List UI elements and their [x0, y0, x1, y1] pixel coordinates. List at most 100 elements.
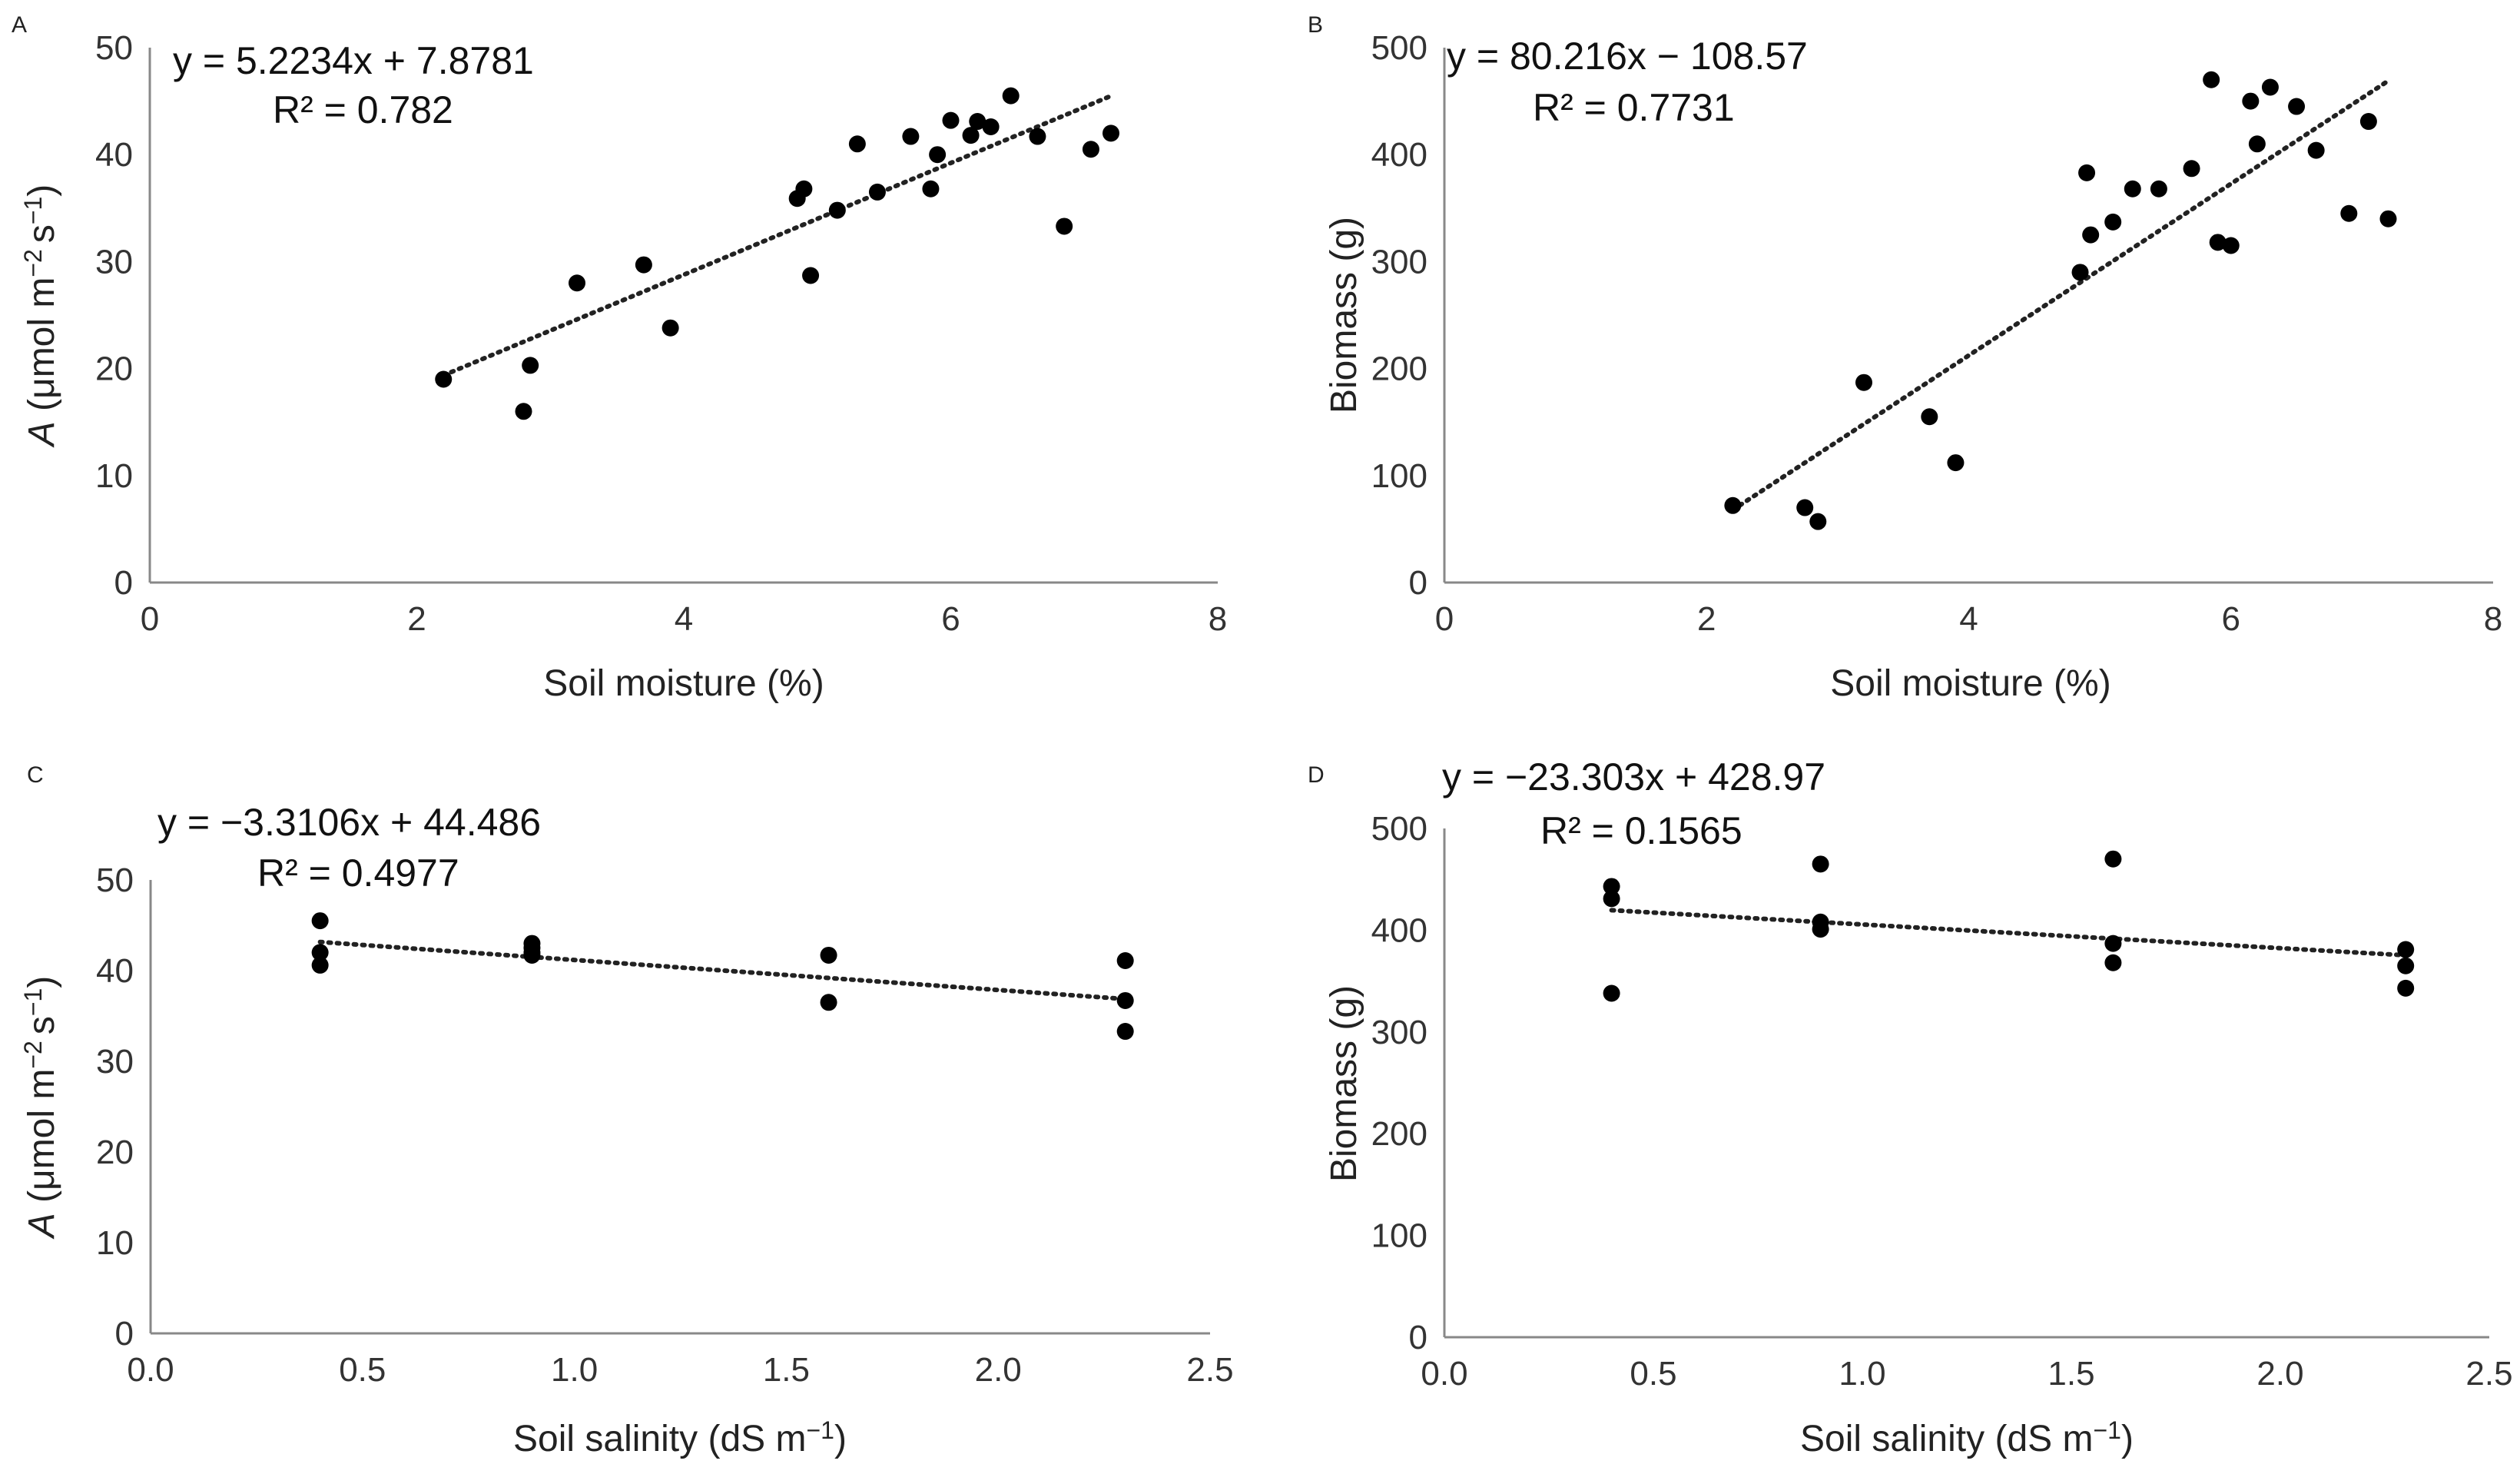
trendline — [317, 939, 1128, 1001]
x-tick-label: 2.0 — [975, 1351, 1022, 1389]
y-tick-label: 100 — [1371, 1217, 1427, 1255]
trend-equation: y = −23.303x + 428.97 — [1442, 755, 1825, 798]
data-point — [2307, 141, 2325, 159]
x-axis-title: Soil salinity (dS m−1) — [513, 1416, 847, 1459]
panel-letter: C — [27, 762, 44, 788]
x-tick-label: 1.5 — [2048, 1355, 2094, 1393]
data-point — [2340, 204, 2358, 222]
x-tick-label: 0 — [1435, 600, 1454, 638]
data-point — [1082, 141, 1099, 158]
data-point — [922, 180, 940, 198]
chart-d: D 0 100 200 300 400 500 0.0 0.5 1.0 1.5 2.0 2.5 y =… — [1308, 755, 2513, 1459]
x-tick-label: 1.5 — [763, 1351, 810, 1389]
x-tick-label: 0.0 — [127, 1351, 174, 1389]
y-tick-label: 50 — [95, 29, 133, 67]
y-tick-label: 300 — [1371, 243, 1427, 281]
y-tick-label: 10 — [95, 457, 133, 495]
x-tick-label: 2 — [1697, 600, 1716, 638]
x-tick-label: 2.5 — [1186, 1351, 1233, 1389]
x-tick-label: 4 — [1959, 600, 1978, 638]
panel-letter: A — [12, 12, 27, 38]
x-tick-label: 8 — [2484, 600, 2502, 638]
data-point — [1029, 128, 1046, 145]
y-tick-label: 500 — [1371, 29, 1427, 67]
x-tick-label: 1.0 — [551, 1351, 598, 1389]
y-axis-title: Biomass (g) — [1324, 985, 1364, 1182]
x-tick-label: 0.5 — [339, 1351, 386, 1389]
data-point — [635, 256, 652, 274]
r-squared: R² = 0.4977 — [257, 852, 459, 895]
data-point — [522, 357, 539, 374]
panel-d: D 0 100 200 300 400 500 0.0 0.5 1.0 1.5 2.0 2.5 y =… — [1260, 738, 2520, 1484]
r-squared: R² = 0.1565 — [1540, 809, 1742, 852]
data-point — [1724, 496, 1742, 514]
x-tick-label: 6 — [2222, 600, 2240, 638]
data-point — [1812, 921, 1829, 938]
data-point — [515, 403, 532, 420]
data-point — [2397, 957, 2415, 974]
data-point — [2248, 135, 2266, 153]
x-tick-label: 6 — [941, 600, 960, 638]
y-tick-label: 50 — [96, 862, 134, 899]
y-tick-label: 0 — [115, 1315, 134, 1353]
y-axis-title: A (μmol m−2s−1) — [19, 976, 62, 1240]
data-point — [1002, 87, 1020, 105]
data-point — [2209, 234, 2227, 251]
y-tick-label: 10 — [96, 1224, 134, 1262]
panel-a: A 0 10 20 30 40 50 0 2 4 6 8 y = 5.2234x + 7.8781 … — [0, 0, 1260, 738]
data-point — [1056, 217, 1073, 235]
data-point — [523, 946, 541, 964]
data-point — [1796, 499, 1814, 516]
data-point — [1947, 454, 1965, 472]
x-tick-label: 1.0 — [1839, 1355, 1885, 1393]
y-tick-label: 20 — [96, 1134, 134, 1171]
y-tick-label: 400 — [1371, 911, 1427, 949]
panel-letter: D — [1308, 762, 1325, 788]
data-point — [929, 146, 947, 164]
data-point — [2397, 979, 2415, 997]
y-tick-label: 200 — [1371, 1115, 1427, 1153]
y-tick-label: 40 — [95, 136, 133, 174]
trend-equation: y = 80.216x − 108.57 — [1447, 35, 1808, 78]
r-squared: R² = 0.782 — [273, 88, 453, 131]
chart-c: C 0 10 20 30 40 50 0.0 0.5 1.0 1.5 2.0 2.5 y = −3.3… — [19, 762, 1234, 1459]
data-point — [1812, 855, 1829, 873]
data-point — [662, 319, 679, 337]
panel-b: B 0 100 200 300 400 500 0 2 4 6 8 y = 80.216x − 10… — [1260, 0, 2520, 738]
data-point — [1603, 984, 1620, 1002]
data-point — [1921, 408, 1938, 426]
data-point — [795, 180, 813, 198]
trendline — [441, 93, 1113, 378]
data-point — [2359, 113, 2377, 131]
data-point — [2078, 164, 2096, 181]
y-tick-label: 200 — [1371, 350, 1427, 388]
data-point — [2104, 954, 2122, 971]
y-tick-label: 0 — [114, 564, 133, 602]
data-point — [1102, 124, 1119, 142]
x-tick-label: 0 — [141, 600, 159, 638]
data-point — [2288, 98, 2306, 115]
x-tick-label: 0.0 — [1421, 1355, 1467, 1393]
data-point — [2104, 213, 2122, 231]
data-point — [942, 111, 960, 129]
y-tick-label: 100 — [1371, 457, 1427, 495]
trendline — [1609, 908, 2409, 958]
data-point — [1603, 878, 1620, 895]
data-point — [2104, 850, 2122, 868]
data-point — [2183, 160, 2200, 178]
trendline — [1730, 78, 2391, 513]
x-tick-label: 0.5 — [1630, 1355, 1676, 1393]
data-point — [2124, 180, 2141, 198]
data-point — [435, 370, 453, 388]
y-tick-label: 20 — [95, 350, 133, 388]
data-point — [1116, 991, 1134, 1009]
data-point — [2261, 78, 2279, 96]
x-tick-label: 2.5 — [2465, 1355, 2512, 1393]
y-tick-label: 30 — [95, 243, 133, 281]
data-point — [1116, 952, 1134, 970]
x-tick-label: 2 — [407, 600, 426, 638]
y-tick-label: 0 — [1409, 564, 1427, 602]
data-point — [902, 128, 920, 145]
data-point — [969, 113, 986, 131]
